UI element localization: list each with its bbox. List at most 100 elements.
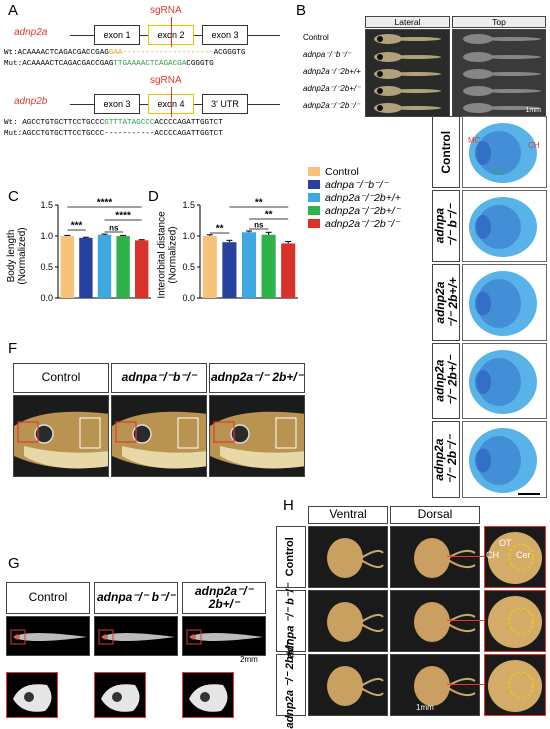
scale-label-h: 1mm [416,703,434,712]
fish-head-svg [14,411,108,469]
y-tick-label: 0.0 [182,293,195,303]
sgrna-label: sgRNA [150,75,182,86]
larva-lateral-svg [374,34,441,113]
label-cer: Cer [516,550,531,560]
skeleton-ct-image [182,616,266,656]
zoom-connector [447,620,484,621]
cartilage-svg [469,271,537,336]
panel-f-header: adnpa⁻/⁻b⁻/⁻ [111,363,207,393]
label-ch: CH [486,550,499,560]
cartilage-svg [469,428,537,493]
label-mc: MC [468,136,481,145]
brain-zoom-svg [488,596,542,648]
cartilage-stain-image [462,264,547,341]
row-label-text: Control [284,537,297,577]
larva-top-svg [463,34,541,113]
legend-item: adnp2a⁻/⁻2b+/+ [308,191,401,204]
fish-head-svg [210,411,304,469]
sig-label: ** [216,224,224,235]
row-label-text: Control [438,130,453,174]
seq-wt-2: Wt: AGCCTGTGCTTCCTGCCCGTTTATAGCCCACCCCAG… [4,119,223,127]
bar [116,236,130,298]
panel-b-header-lateral: Lateral [365,16,450,28]
legend-label: adnp2a⁻/⁻2b+/⁻ [325,204,401,217]
fish-head-svg [112,411,206,469]
skeleton-svg [10,629,87,645]
sig-label: **** [115,211,131,222]
legend-swatch [308,193,320,202]
sig-label: ns [254,221,264,230]
brain-svg [414,666,476,706]
label-ch: CH [528,141,540,150]
fish-head-image [111,395,207,477]
row-label: adnpa⁻/⁻b⁻/⁻ [303,50,352,59]
row-label-text: adnp2a ⁻/⁻ 2b+/+ [432,277,460,328]
brain-ventral-image [308,654,388,716]
skull-svg [189,684,228,712]
legend: Control adnpa⁻/⁻b⁻/⁻ adnp2a⁻/⁻2b+/+ adnp2a⁻… [308,165,401,230]
legend-swatch [308,167,320,176]
legend-swatch [308,219,320,228]
legend-item: Control [308,165,401,178]
exon-box: exon 3 [94,94,140,114]
bar-chart-interorbital: 0.00.51.01.5 ******ns [182,198,298,303]
panel-h-row-label: adnpa ⁻/⁻ b⁻/⁻ [276,584,306,658]
panel-letter-f: F [8,340,18,357]
skeleton-ct-image [94,616,178,656]
legend-label: adnp2a⁻/⁻2b+/+ [325,191,401,204]
legend-label: Control [325,165,359,178]
gene-label-adnp2b: adnp2b [14,96,48,107]
skull-zoom-image [6,672,58,718]
brain-zoom-image [484,590,546,652]
panel-letter-b: B [296,2,307,19]
sig-label: ns [109,224,119,233]
legend-item: adnp2a⁻/⁻2b+/⁻ [308,204,401,217]
brain-svg [414,602,476,642]
brain-zoom-image [484,526,546,588]
fish-head-image [209,395,305,477]
y-tick-label: 0.0 [40,293,53,303]
bar [241,232,257,298]
cartilage-svg [469,350,537,414]
row-label: adnp2a⁻/⁻2b⁻/⁻ [303,101,360,110]
skeleton-ct-image [6,616,90,656]
y-tick-label: 1.5 [40,200,53,210]
y-tick-label: 0.5 [182,262,195,272]
panel-letter-a: A [8,2,19,19]
skull-svg [101,684,140,712]
panel-h-header: Dorsal [390,506,480,524]
legend-label: adnp2a⁻/⁻2b⁻/⁻ [325,217,400,230]
seq-mut-1: Mut:ACAAAACTCAGACGACCGAGTTGAAAACTCAGACGA… [4,60,214,68]
brain-svg [327,538,384,578]
row-label-text: adnp2a ⁻/⁻ 2b+/⁻ [284,641,297,729]
panel-h-row-label: adnp2a ⁻/⁻ 2b+/⁻ [276,641,306,729]
label-pc: PC [494,168,506,177]
cartilage-stain-image [462,343,547,419]
panel-h-header: Ventral [308,506,388,524]
seq-mut-2: Mut:AGCCTGTGCTTCCTGCCC-----------ACCCCAG… [4,130,223,138]
label-ot: OT [499,538,512,548]
brain-zoom-image [484,654,546,716]
bar [79,237,93,298]
brain-dorsal-image [390,654,480,716]
row-label: Control [303,33,329,42]
panel-h-row-label: Control [276,526,306,588]
legend-list: Control adnpa⁻/⁻b⁻/⁻ adnp2a⁻/⁻2b+/+ adnp2a⁻… [308,165,401,230]
scale-label-b: 1mm [525,107,541,114]
cartilage-stain-image [462,116,547,188]
bar [281,243,296,298]
sig-label: ** [255,198,263,209]
sig-label: *** [71,221,83,232]
sgrna-marker [171,17,172,47]
panel-e-row-label: adnpa ⁻/⁻ b⁻/⁻ [432,190,460,262]
larva-top-image: 1mm [452,29,546,117]
zoom-connector [447,684,484,685]
row-label-text: adnpa ⁻/⁻ b⁻/⁻ [432,204,460,248]
zoom-connector [447,556,484,557]
sig-label: ** [265,210,273,221]
legend-swatch [308,180,320,189]
bar [261,234,276,298]
row-label-text: adnp2a ⁻/⁻ 2b+/⁻ [432,355,460,407]
y-tick-label: 1.5 [182,200,195,210]
panel-letter-g: G [8,555,20,572]
